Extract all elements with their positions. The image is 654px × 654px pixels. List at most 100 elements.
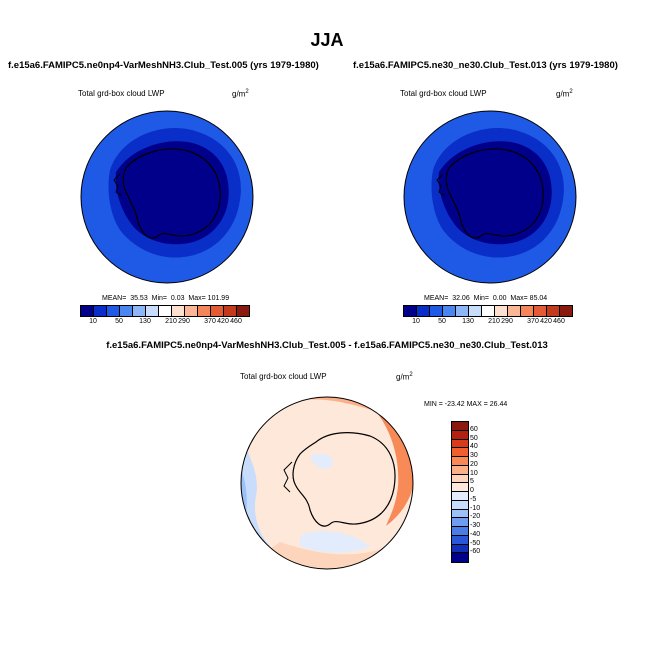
panel2-colorbar-tick-label: 50 bbox=[438, 318, 446, 325]
panel3-colorbar-tick-label: -30 bbox=[470, 522, 481, 529]
panel3-colorbar-swatch bbox=[452, 492, 468, 501]
panel3-colorbar-tick-label: 60 bbox=[470, 425, 478, 433]
panel2-colorbar-swatch bbox=[482, 306, 495, 316]
panel2-peninsula bbox=[436, 173, 446, 197]
panel3-colorbar-swatch bbox=[452, 509, 468, 519]
panel2-map bbox=[403, 110, 577, 284]
panel2-colorbar-swatch bbox=[443, 306, 456, 316]
panel1-colorbar-swatch bbox=[159, 306, 172, 316]
panel2-colorbar-swatch bbox=[404, 306, 417, 316]
panel2-colorbar-swatch bbox=[456, 306, 469, 316]
panel3-colorbar-swatch bbox=[452, 430, 468, 440]
panel2-units: g/m2 bbox=[556, 89, 573, 99]
panel3-colorbar-tick-label: 40 bbox=[470, 443, 478, 451]
panel3-colorbar-tick-label: -5 bbox=[470, 495, 477, 503]
panel2-title: f.e15a6.FAMIPC5.ne30_ne30.Club_Test.013 … bbox=[353, 60, 618, 71]
panel2-colorbar-ticks: 10 50 130 210 290 370 420 460 bbox=[403, 318, 577, 328]
panel3-colorbar-tick-label: -60 bbox=[470, 548, 481, 556]
panel3-units: g/m2 bbox=[396, 372, 413, 382]
panel1-colorbar-swatch bbox=[133, 306, 146, 316]
panel3-minmax: MIN = -23.42 MAX = 26.44 bbox=[424, 401, 508, 408]
panel1-colorbar-swatch bbox=[185, 306, 198, 316]
panel3-colorbar-tick-label: 20 bbox=[470, 460, 478, 468]
panel1-colorbar-tick-label: 50 bbox=[115, 318, 123, 325]
panel3-colorbar-tick-label: 50 bbox=[470, 434, 478, 442]
panel1-colorbar-swatch bbox=[172, 306, 185, 316]
panel2-colorbar-tick-label: 420 bbox=[540, 318, 552, 325]
panel3-interior-patch bbox=[310, 453, 333, 469]
panel2-stats: MEAN= 32.06 Min= 0.00 Max= 85.04 bbox=[424, 295, 548, 302]
panel2-variable: Total grd-box cloud LWP bbox=[400, 89, 487, 98]
panel2-colorbar-swatch bbox=[430, 306, 443, 316]
panel3-colorbar-swatch bbox=[452, 439, 468, 449]
panel3-colorbar-tick-label: 5 bbox=[470, 478, 474, 486]
panel1-colorbar bbox=[80, 305, 250, 317]
panel3-colorbar-tick-label: -40 bbox=[470, 530, 481, 538]
panel3-colorbar-swatch bbox=[452, 527, 468, 536]
panel3-colorbar-tick-label: 0 bbox=[470, 487, 474, 494]
panel2-colorbar-swatch bbox=[469, 306, 482, 316]
panel2-colorbar-tick-label: 130 bbox=[462, 318, 474, 325]
panel1-colorbar-swatch bbox=[224, 306, 237, 316]
panel1-colorbar-tick-label: 10 bbox=[89, 318, 97, 325]
panel3-background-field bbox=[241, 397, 413, 569]
panel1-stats: MEAN= 35.53 Min= 0.03 Max= 101.99 bbox=[102, 295, 230, 302]
panel3-colorbar-swatch bbox=[452, 553, 468, 562]
panel1-colorbar-swatch bbox=[237, 306, 249, 316]
panel1-colorbar-swatch bbox=[107, 306, 120, 316]
panel3-title: f.e15a6.FAMIPC5.ne0np4-VarMeshNH3.Club_T… bbox=[106, 340, 548, 351]
panel1-variable: Total grd-box cloud LWP bbox=[78, 89, 165, 98]
panel2-colorbar-tick-label: 210 bbox=[488, 318, 500, 325]
panel3-colorbar-swatch bbox=[452, 518, 468, 527]
panel2-colorbar-tick-label: 370 bbox=[527, 318, 539, 325]
panel1-colorbar-ticks: 10 50 130 210 290 370 420 460 bbox=[80, 318, 254, 328]
panel1-colorbar-swatch bbox=[94, 306, 107, 316]
panel3-colorbar-tick-label: -20 bbox=[470, 513, 481, 521]
panel3-colorbar-swatch bbox=[452, 448, 468, 457]
panel3-coastline bbox=[292, 432, 396, 527]
panel3-colorbar-swatch bbox=[452, 544, 468, 554]
panel1-colorbar-tick-label: 210 bbox=[165, 318, 177, 325]
panel3-colorbar-tick-label: -10 bbox=[470, 504, 481, 512]
panel1-colorbar-swatch bbox=[198, 306, 211, 316]
panel1-colorbar-swatch bbox=[120, 306, 133, 316]
panel1-antarctica-field bbox=[115, 141, 229, 245]
panel1-peninsula bbox=[113, 173, 123, 197]
panel2-colorbar-tick-label: 290 bbox=[501, 318, 513, 325]
panel2-colorbar bbox=[403, 305, 573, 317]
panel3-colorbar-ticks: 60 50 40 30 20 10 5 0 -5 -10 -20 -30 -40 -50 -60 bbox=[470, 421, 510, 563]
panel3-colorbar-swatch bbox=[452, 457, 468, 466]
panel2-colorbar-tick-label: 460 bbox=[553, 318, 565, 325]
panel2-coastline bbox=[445, 148, 544, 239]
panel2-colorbar-swatch bbox=[521, 306, 534, 316]
panel3-map bbox=[240, 396, 414, 570]
panel2-colorbar-tick-label: 10 bbox=[412, 318, 420, 325]
panel2-antarctica-field bbox=[438, 141, 552, 245]
panel2-min: 0.00 bbox=[492, 295, 507, 302]
panel1-max: 101.99 bbox=[207, 295, 230, 302]
page-title: JJA bbox=[310, 30, 344, 50]
panel3-colorbar bbox=[451, 421, 469, 563]
panel1-colorbar-swatch bbox=[211, 306, 224, 316]
panel3-colorbar-swatch bbox=[452, 483, 468, 492]
panel1-mean: 35.53 bbox=[130, 295, 148, 302]
panel1-colorbar-tick-label: 290 bbox=[178, 318, 190, 325]
panel1-colorbar-tick-label: 420 bbox=[217, 318, 229, 325]
panel3-colorbar-swatch bbox=[452, 422, 468, 431]
panel3-colorbar-swatch bbox=[452, 535, 468, 545]
panel1-colorbar-swatch bbox=[146, 306, 159, 316]
panel3-variable: Total grd-box cloud LWP bbox=[240, 372, 327, 381]
panel1-map bbox=[80, 110, 254, 284]
panel1-colorbar-tick-label: 460 bbox=[230, 318, 242, 325]
panel3-peninsula bbox=[283, 461, 293, 493]
panel3-colorbar-tick-label: 30 bbox=[470, 452, 478, 459]
panel2-colorbar-swatch bbox=[534, 306, 547, 316]
panel3-south-negative bbox=[300, 531, 370, 553]
panel3-map-border bbox=[240, 396, 414, 570]
panel2-colorbar-swatch bbox=[417, 306, 430, 316]
panel2-colorbar-swatch bbox=[495, 306, 508, 316]
panel2-colorbar-swatch bbox=[547, 306, 560, 316]
panel1-colorbar-swatch bbox=[81, 306, 94, 316]
panel1-title: f.e15a6.FAMIPC5.ne0np4-VarMeshNH3.Club_T… bbox=[8, 60, 319, 71]
panel2-max: 85.04 bbox=[529, 295, 548, 302]
